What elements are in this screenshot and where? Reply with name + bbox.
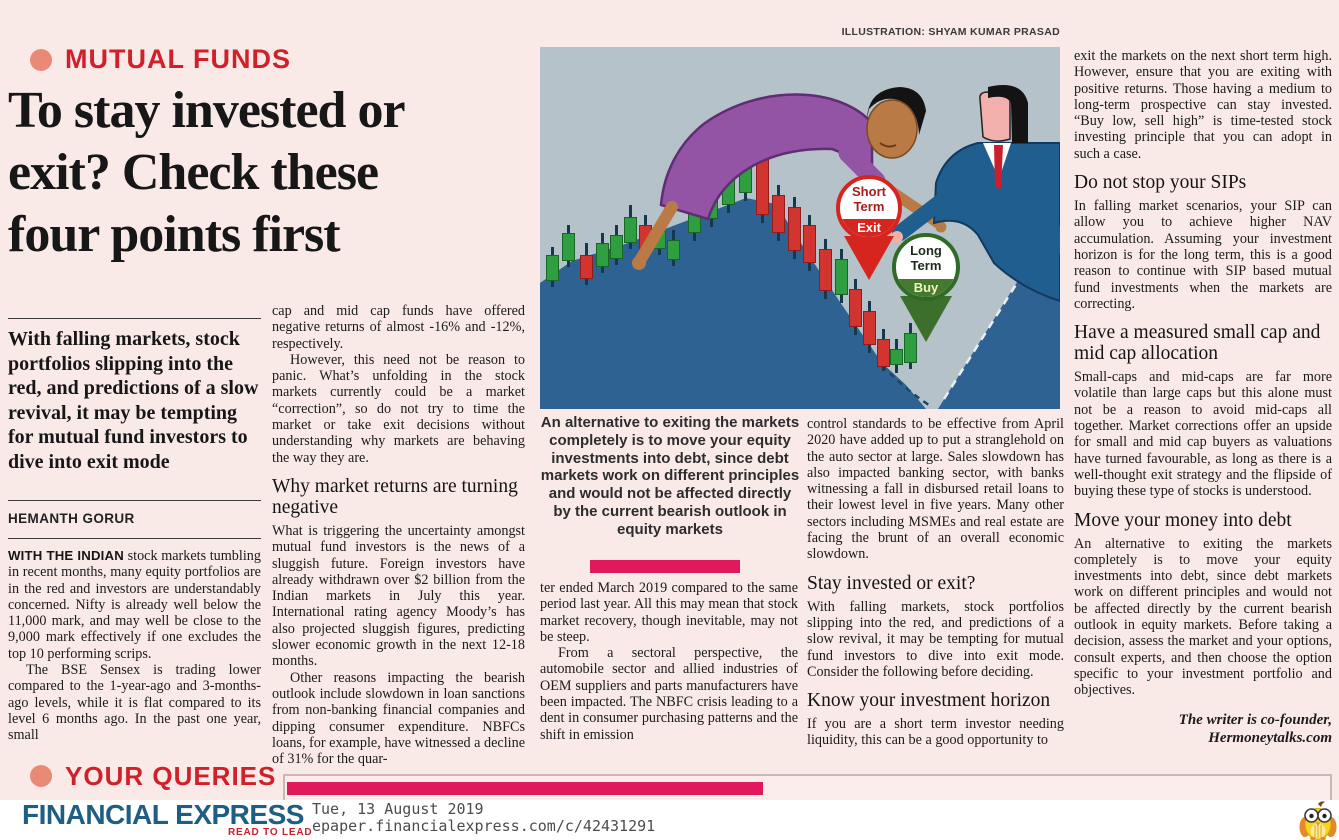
paragraph-text: stock markets tumbling in recent months,… [8, 548, 261, 662]
headline-line-1: To stay invested or [8, 82, 406, 139]
paragraph: WITH THE INDIAN stock markets tumbling i… [8, 548, 261, 662]
subhead-investment-horizon: Know your investment horizon [807, 690, 1051, 712]
queries-kicker: YOUR QUERIES [30, 763, 276, 789]
rule-above-byline [8, 500, 261, 501]
market-illustration: Short Term Exit Long Term Buy [540, 47, 1060, 409]
paragraph: ter ended March 2019 compared to the sam… [540, 580, 798, 645]
subhead-money-into-debt: Move your money into debt [1074, 509, 1292, 531]
subhead-small-mid-cap: Have a measured small cap and mid cap al… [1074, 322, 1321, 365]
long-term-buy-pin: Long Term Buy [892, 233, 960, 342]
paragraph: In falling market scenarios, your SIP ca… [1074, 198, 1332, 312]
queries-bullet-icon [30, 765, 52, 787]
epaper-footer: FINANCIAL EXPRESS READ TO LEAD Tue, 13 A… [0, 800, 1339, 840]
paragraph: From a sectoral perspective, the automob… [540, 645, 798, 743]
writer-credit: The writer is co-founder, Hermoneytalks.… [1178, 711, 1332, 746]
investors-graphic [632, 85, 1060, 303]
paragraph: The BSE Sensex is trading lower compared… [8, 662, 261, 744]
subhead-why-market-returns: Why market returns are turning negative [272, 475, 518, 518]
illustration-credit: ILLUSTRATION: SHYAM KUMAR PRASAD [841, 26, 1060, 38]
lead-in-caps: WITH THE INDIAN [8, 548, 124, 563]
byline: HEMANTH GORUR [8, 511, 135, 526]
column-5-body: exit the markets on the next short term … [1074, 48, 1332, 747]
owl-mascot-icon[interactable] [1298, 800, 1338, 840]
column-4-body: control standards to be effective from A… [807, 416, 1064, 749]
paragraph: With falling markets, stock portfolios s… [807, 598, 1064, 680]
rule-below-byline [8, 538, 261, 539]
pin-label: Short Term [852, 184, 886, 214]
column-1-body: WITH THE INDIAN stock markets tumbling i… [8, 548, 261, 744]
column-3-body: ter ended March 2019 compared to the sam… [540, 580, 798, 743]
paragraph: control standards to be effective from A… [807, 416, 1064, 563]
section-label: MUTUAL FUNDS [65, 44, 291, 74]
pull-quote-caption: An alternative to exiting the markets co… [540, 414, 800, 538]
footer-url-link[interactable]: epaper.financialexpress.com/c/42431291 [312, 817, 656, 835]
section-kicker: MUTUAL FUNDS [30, 46, 291, 73]
paragraph: Small-caps and mid-caps are far more vol… [1074, 369, 1332, 500]
paragraph: An alternative to exiting the markets co… [1074, 535, 1332, 699]
paragraph: However, this need not be reason to pani… [272, 351, 525, 466]
footer-date: Tue, 13 August 2019 [312, 800, 484, 818]
paragraph: exit the markets on the next short term … [1074, 48, 1332, 162]
brand-tagline: READ TO LEAD [228, 827, 313, 838]
pin-action-label: Exit [840, 219, 898, 237]
paragraph: Other reasons impacting the bearish outl… [272, 669, 525, 768]
headline-line-3: four points first [8, 206, 341, 263]
long-term-investor-figure [891, 85, 1060, 303]
financial-express-logo[interactable]: FINANCIAL EXPRESS [22, 799, 304, 830]
caption-accent-bar [590, 560, 740, 573]
pin-head: Short Term Exit [836, 175, 902, 241]
article-headline: To stay invested or exit? Check these four… [8, 80, 533, 266]
pin-head: Long Term Buy [892, 233, 960, 301]
pin-label: Long Term [910, 243, 942, 273]
pin-tip [900, 296, 952, 342]
queries-label: YOUR QUERIES [65, 761, 277, 791]
paragraph: What is triggering the uncertainty among… [272, 522, 525, 670]
pin-tip [844, 236, 894, 280]
short-term-investor-figure [632, 87, 947, 270]
rule-above-standfirst [8, 318, 261, 319]
headline-line-2: exit? Check these [8, 144, 379, 201]
paragraph: cap and mid cap funds have offered negat… [272, 303, 525, 352]
subhead-sips: Do not stop your SIPs [1074, 172, 1247, 194]
short-term-exit-pin: Short Term Exit [836, 175, 902, 280]
subhead-stay-invested: Stay invested or exit? [807, 572, 976, 594]
standfirst: With falling markets, stock portfolios s… [8, 328, 259, 473]
paragraph: If you are a short term investor needing… [807, 716, 1064, 749]
queries-accent-bar [287, 782, 763, 795]
section-bullet-icon [30, 48, 52, 71]
column-2-body: cap and mid cap funds have offered negat… [272, 303, 525, 767]
pin-action-label: Buy [896, 279, 956, 297]
